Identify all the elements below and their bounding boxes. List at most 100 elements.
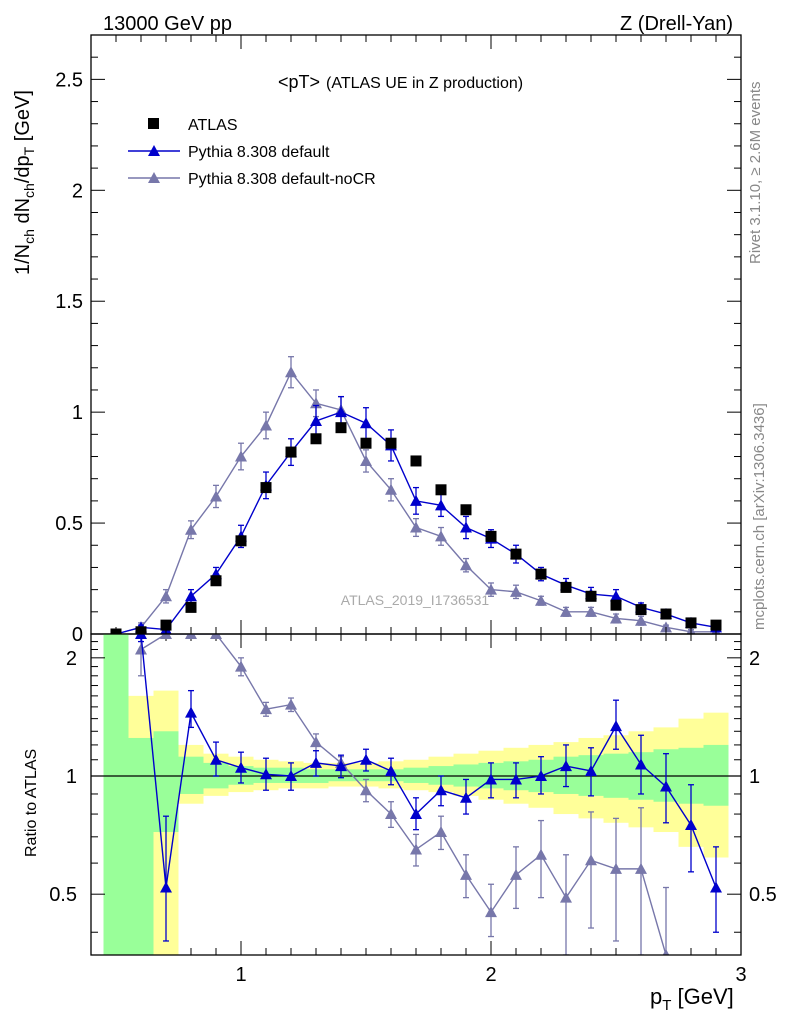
data-point: [435, 484, 447, 496]
data-point: [135, 643, 147, 655]
data-point: [560, 760, 572, 772]
data-point: [610, 599, 622, 611]
data-point: [460, 868, 472, 880]
data-point: [435, 784, 447, 796]
y-tick-label: 0.5: [55, 513, 83, 535]
data-point: [260, 703, 272, 715]
data-point: [185, 590, 197, 602]
band-inner: [353, 769, 379, 782]
rivet-label: Rivet 3.1.10, ≥ 2.6M events: [747, 82, 764, 265]
data-point: [160, 619, 172, 631]
band-inner: [128, 737, 154, 955]
data-point: [585, 764, 597, 776]
legend-entry: ATLAS: [188, 117, 238, 134]
data-point: [510, 548, 522, 560]
data-point: [660, 621, 672, 633]
data-point: [460, 559, 472, 571]
data-point: [485, 530, 497, 542]
data-point: [385, 437, 397, 449]
data-point: [435, 826, 447, 838]
data-point: [385, 764, 397, 776]
data-point: [460, 791, 472, 803]
data-point: [285, 698, 297, 710]
y-tick-label: 1.5: [55, 291, 83, 313]
data-point: [135, 634, 147, 639]
data-point: [585, 590, 597, 602]
data-point: [485, 773, 497, 785]
y-tick-label-right: 0.5: [749, 884, 777, 906]
data-point: [185, 706, 197, 718]
band-inner: [103, 634, 129, 955]
y-tick-label: 2.5: [55, 69, 83, 91]
y-tick-label: 1: [66, 766, 77, 788]
legend-entry: Pythia 8.308 default: [188, 144, 330, 161]
data-point: [310, 415, 322, 427]
data-point: [535, 594, 547, 606]
data-point: [185, 601, 197, 613]
data-point: [310, 433, 322, 445]
data-point: [560, 891, 572, 903]
legend: ATLAS Pythia 8.308 default Pythia 8.308 de…: [128, 117, 376, 188]
data-point: [160, 881, 172, 893]
process-label: Z (Drell-Yan): [620, 13, 733, 35]
main-title: <pT> (ATLAS UE in Z production): [278, 72, 523, 92]
data-point: [310, 756, 322, 768]
data-point: [460, 521, 472, 533]
y-axis-label-ratio: Ratio to ATLAS: [23, 749, 40, 857]
main-panel: 0 0.5 1 1.5 2 2.5: [55, 34, 742, 955]
data-point: [360, 784, 372, 796]
uncertainty-bands: [103, 634, 729, 955]
data-point: [585, 854, 597, 866]
data-point: [710, 619, 722, 631]
data-point: [410, 494, 422, 506]
data-point: [410, 843, 422, 855]
data-point: [285, 770, 297, 782]
data-point: [410, 808, 422, 820]
data-point: [235, 660, 247, 672]
data-point: [160, 634, 172, 639]
data-point: [185, 634, 197, 639]
data-point: [535, 848, 547, 860]
data-point: [635, 862, 647, 874]
data-point: [185, 523, 197, 535]
data-point: [610, 720, 622, 732]
y-tick-label: 2: [72, 180, 83, 202]
data-point: [335, 760, 347, 772]
data-point: [560, 581, 572, 593]
data-point: [635, 614, 647, 626]
x-tick-label: 2: [485, 964, 496, 986]
data-point: [460, 504, 472, 516]
data-point: [210, 634, 222, 639]
data-point: [610, 590, 622, 602]
data-point: [510, 585, 522, 597]
data-point: [710, 881, 722, 893]
data-point: [210, 753, 222, 765]
data-point: [335, 406, 347, 418]
ratio-series-default: [135, 634, 722, 942]
x-axis-label-text: pT [GeV]: [650, 984, 734, 1014]
data-point: [560, 605, 572, 617]
data-point: [660, 608, 672, 620]
y-axis-label-top: 1/Nch dNch/dpT [GeV]: [12, 90, 37, 275]
data-point: [535, 770, 547, 782]
data-point: [360, 437, 372, 449]
data-point: [210, 575, 222, 587]
data-point: [360, 753, 372, 765]
data-point: [335, 422, 347, 434]
data-point: [435, 499, 447, 511]
data-point: [660, 780, 672, 792]
y-axis-label-text: 1/Nch dNch/dpT [GeV]: [12, 90, 37, 275]
x-tick-label: 3: [735, 964, 746, 986]
series-line: [140, 634, 717, 888]
data-point: [260, 482, 272, 494]
data-point: [485, 583, 497, 595]
data-point: [235, 535, 247, 547]
data-point: [535, 568, 547, 580]
data-point: [510, 868, 522, 880]
data-point: [360, 454, 372, 466]
y-tick-label: 2: [66, 648, 77, 670]
data-point: [610, 862, 622, 874]
data-point: [385, 483, 397, 495]
data-point: [610, 612, 622, 624]
